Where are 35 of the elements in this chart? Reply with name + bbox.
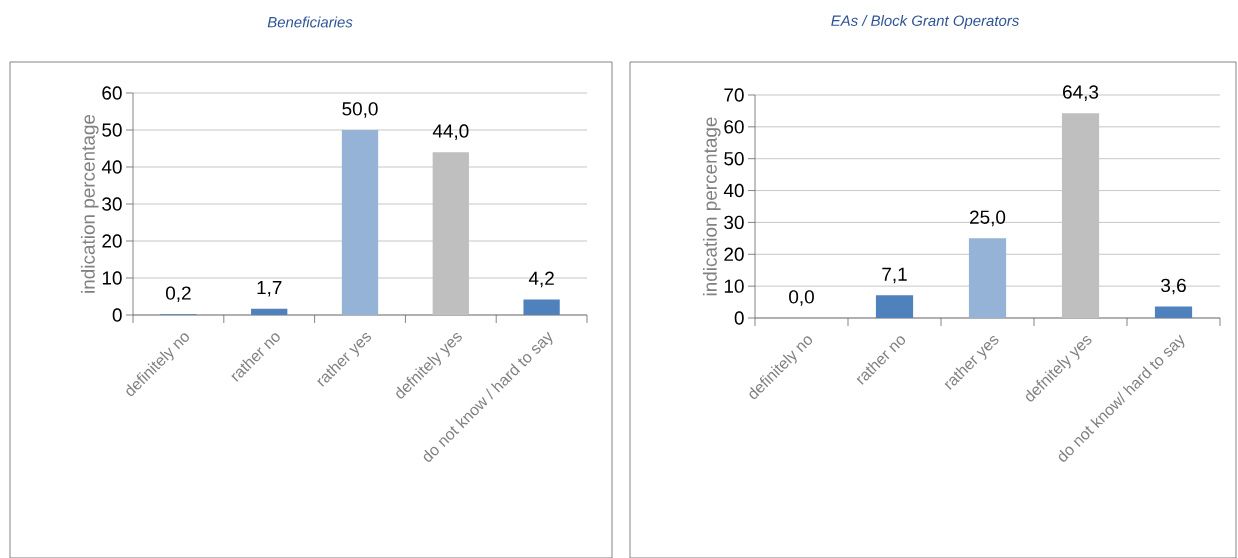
data-label: 0,2 — [165, 286, 191, 303]
y-tick-label: 0 — [734, 311, 744, 325]
y-tick-label: 50 — [102, 123, 122, 137]
data-label: 25,0 — [970, 210, 1006, 227]
data-label: 64,3 — [1063, 85, 1099, 101]
y-tick-label: 20 — [724, 247, 744, 261]
bar — [875, 295, 914, 318]
y-tick-label: 50 — [724, 152, 744, 166]
y-axis-title: indication percentage — [80, 114, 99, 293]
data-label: 0,0 — [789, 290, 814, 306]
y-tick-label: 60 — [102, 86, 122, 100]
y-tick-label: 30 — [724, 215, 744, 230]
y-tick-label: 10 — [102, 271, 122, 285]
y-tick-label: 10 — [724, 279, 744, 293]
data-label: 3,6 — [1161, 278, 1186, 295]
y-tick-label: 30 — [102, 197, 122, 211]
data-label: 1,7 — [257, 281, 282, 297]
y-tick-label: 40 — [723, 183, 744, 198]
data-label: 50,0 — [342, 102, 378, 118]
data-label: 7,1 — [882, 267, 907, 284]
y-tick-label: 70 — [724, 88, 744, 102]
bar — [251, 308, 288, 315]
data-label: 44,0 — [432, 124, 469, 140]
y-tick-label: 20 — [102, 234, 122, 248]
y-tick-label: 60 — [724, 120, 744, 134]
y-axis-title: indication percentage — [702, 117, 721, 296]
bar — [523, 299, 560, 315]
data-label: 4,2 — [528, 271, 554, 288]
bar — [968, 238, 1007, 318]
bar — [341, 129, 379, 315]
y-tick-label: 0 — [112, 308, 122, 322]
chart-title: Beneficiaries — [267, 16, 353, 28]
chart-title: EAs / Block Grant Operators — [831, 15, 1019, 29]
bar — [1154, 306, 1193, 318]
y-tick-label: 40 — [101, 160, 122, 174]
